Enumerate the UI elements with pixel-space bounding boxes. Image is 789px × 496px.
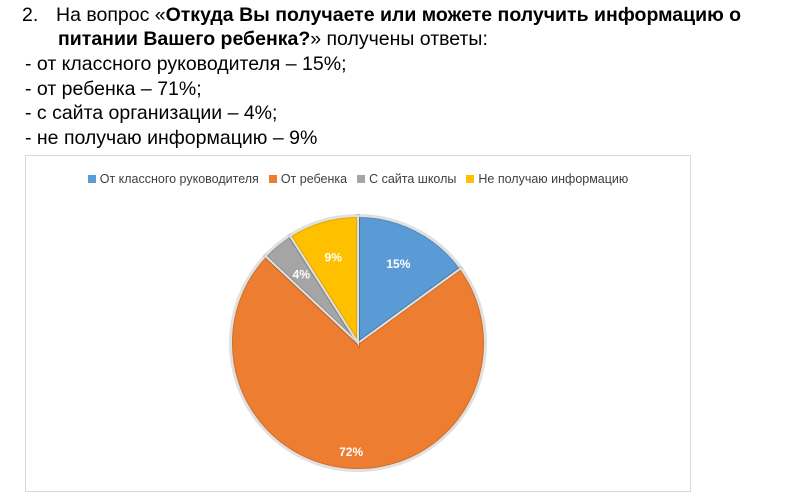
question-number: 2. xyxy=(22,4,39,26)
pie-chart-area: От классного руководителя От ребенка С сай… xyxy=(25,155,691,492)
answer-item: - от классного руководителя – 15%; xyxy=(25,53,347,75)
data-label: 72% xyxy=(339,445,363,459)
pie-slice-outline xyxy=(229,253,487,472)
question-bold-part-2: питании Вашего ребенка? xyxy=(58,28,311,50)
question-line-1: 2. На вопрос «Откуда Вы получаете или мож… xyxy=(22,3,741,27)
legend-label: Не получаю информацию xyxy=(478,172,629,186)
legend-label: От ребенка xyxy=(280,172,348,186)
data-label: 4% xyxy=(293,268,311,282)
legend-label: С сайта школы xyxy=(369,172,457,186)
legend-swatch xyxy=(268,175,277,183)
legend-label: От классного руководителя xyxy=(99,172,259,186)
answer-item: - с сайта организации – 4%; xyxy=(25,102,278,124)
legend-item: От классного руководителя xyxy=(87,172,259,186)
legend-swatch xyxy=(357,175,366,183)
pie-chart: 15% 72% 4% 9% xyxy=(229,213,487,472)
pie-slice-outline xyxy=(356,213,464,347)
answers-list: - от классного руководителя – 15%; - от … xyxy=(25,52,346,150)
answer-item: - не получаю информацию – 9% xyxy=(25,126,318,149)
legend-item: От ребенка xyxy=(268,172,348,186)
legend-item: С сайта школы xyxy=(357,172,456,186)
question-prefix: На вопрос « xyxy=(56,4,166,26)
legend-swatch xyxy=(466,175,475,183)
pie-slice xyxy=(357,214,463,345)
legend-item: Не получаю информацию xyxy=(466,172,628,186)
question-bold-part-1: Откуда Вы получаете или можете получить … xyxy=(165,4,742,26)
pie-slice-outline xyxy=(287,213,360,350)
answer-item: - от ребенка – 71%; xyxy=(25,77,202,100)
chart-legend: От классного руководителя От ребенка С сай… xyxy=(26,172,690,186)
question-line-2: питании Вашего ребенка?» получены ответы… xyxy=(58,27,488,51)
legend-swatch xyxy=(87,175,96,183)
data-label: 15% xyxy=(386,257,410,271)
question-suffix: » получены ответы: xyxy=(310,28,488,50)
pie-slice xyxy=(288,214,359,347)
pie-slice xyxy=(230,254,486,471)
data-label: 9% xyxy=(325,251,343,265)
